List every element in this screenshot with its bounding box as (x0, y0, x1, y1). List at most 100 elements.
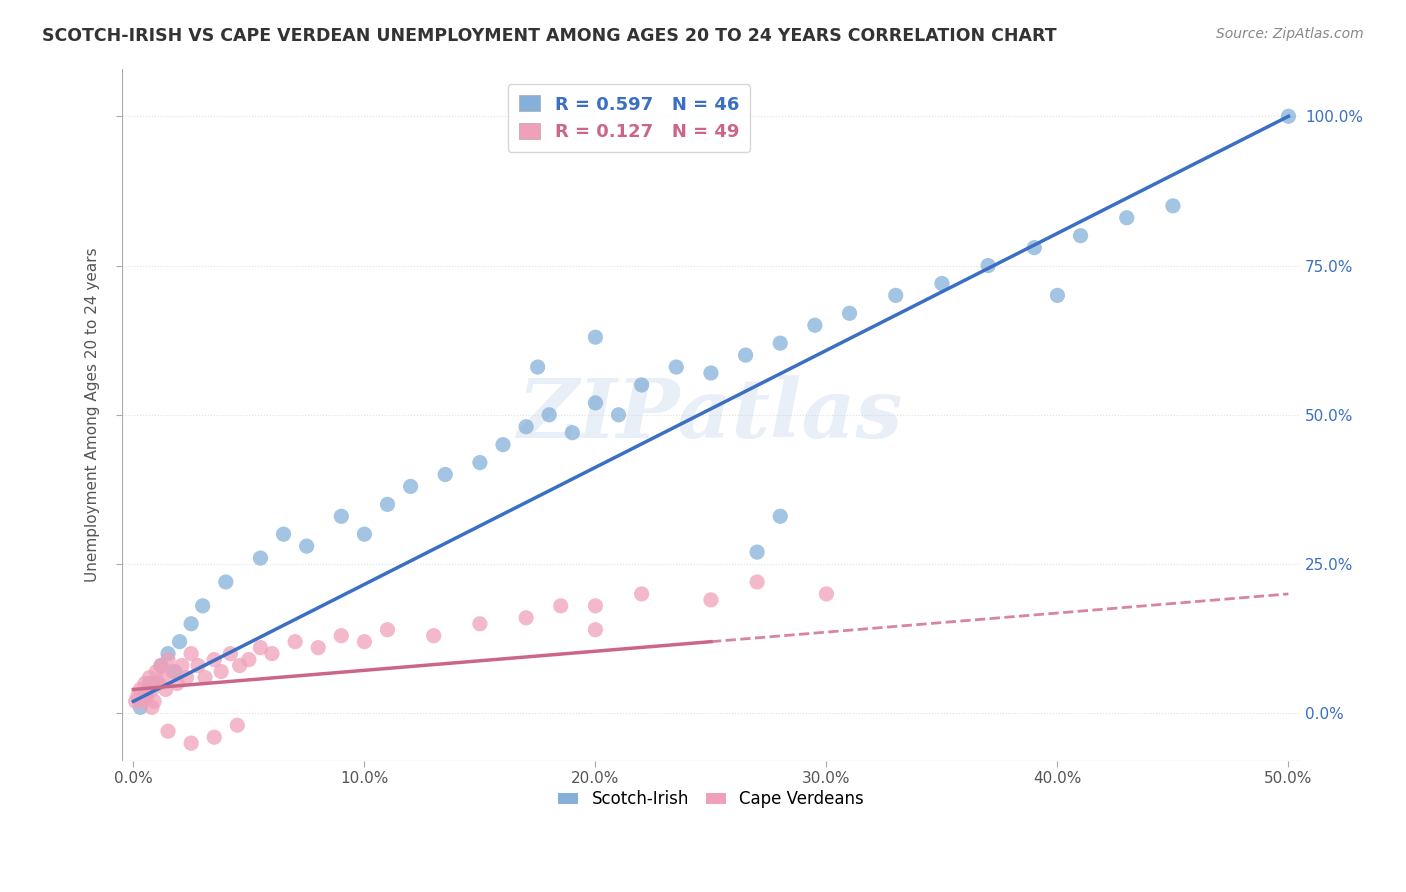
Text: SCOTCH-IRISH VS CAPE VERDEAN UNEMPLOYMENT AMONG AGES 20 TO 24 YEARS CORRELATION : SCOTCH-IRISH VS CAPE VERDEAN UNEMPLOYMEN… (42, 27, 1057, 45)
Point (219, 647, 242, 661)
Point (307, 640, 329, 655)
Text: Source: ZipAtlas.com: Source: ZipAtlas.com (1216, 27, 1364, 41)
Point (1046, 288, 1069, 302)
Point (176, 671, 198, 685)
Point (138, 676, 160, 690)
Point (129, 682, 152, 697)
Point (273, 527, 295, 541)
Point (630, 587, 652, 601)
Point (1024, 241, 1046, 255)
Point (145, 665, 167, 679)
Point (215, 574, 238, 589)
Point (377, 497, 399, 511)
Point (202, 730, 225, 744)
Point (260, 647, 283, 661)
Point (134, 676, 156, 690)
Point (191, 599, 214, 613)
Point (804, 318, 827, 333)
Point (180, 616, 202, 631)
Point (526, 359, 548, 374)
Point (550, 599, 572, 613)
Point (155, 682, 177, 697)
Point (422, 629, 444, 643)
Point (131, 694, 153, 708)
Point (515, 611, 537, 625)
Point (150, 658, 173, 673)
Point (127, 689, 149, 703)
Point (209, 665, 232, 679)
Point (769, 509, 792, 524)
Point (515, 419, 537, 434)
Point (157, 652, 180, 666)
Point (745, 545, 768, 559)
Point (1115, 211, 1137, 225)
Point (125, 694, 148, 708)
Point (249, 551, 271, 566)
Point (583, 623, 606, 637)
Point (170, 658, 193, 673)
Point (180, 647, 202, 661)
Point (169, 634, 191, 648)
Point (353, 634, 375, 648)
Point (538, 408, 561, 422)
Point (630, 378, 652, 392)
Point (399, 479, 422, 493)
Point (1161, 199, 1184, 213)
Point (977, 259, 1000, 273)
Point (163, 665, 186, 679)
Point (152, 671, 174, 685)
Point (745, 574, 768, 589)
Point (141, 682, 163, 697)
Point (194, 671, 217, 685)
Point (148, 676, 170, 690)
Point (377, 623, 399, 637)
Point (157, 647, 180, 661)
Point (330, 509, 353, 524)
Point (815, 587, 838, 601)
Legend: Scotch-Irish, Cape Verdeans: Scotch-Irish, Cape Verdeans (551, 784, 870, 815)
Point (180, 736, 202, 750)
Point (583, 599, 606, 613)
Point (884, 288, 907, 302)
Point (226, 718, 249, 732)
Point (162, 665, 184, 679)
Point (150, 658, 173, 673)
Point (129, 700, 152, 714)
Point (202, 652, 225, 666)
Point (734, 348, 756, 362)
Point (468, 616, 491, 631)
Point (136, 689, 159, 703)
Point (249, 640, 271, 655)
Point (284, 634, 307, 648)
Point (295, 539, 318, 553)
Point (141, 700, 163, 714)
Point (561, 425, 583, 440)
Point (700, 366, 723, 380)
Point (1070, 228, 1092, 243)
Point (434, 467, 457, 482)
Point (353, 527, 375, 541)
Point (330, 629, 353, 643)
Text: ZIPatlas: ZIPatlas (519, 375, 904, 455)
Point (138, 671, 160, 685)
Point (228, 658, 250, 673)
Point (157, 724, 180, 739)
Point (145, 676, 167, 690)
Point (238, 652, 260, 666)
Point (143, 694, 166, 708)
Point (583, 396, 606, 410)
Point (187, 658, 209, 673)
Point (700, 593, 723, 607)
Point (492, 437, 515, 451)
Point (134, 689, 156, 703)
Point (1277, 109, 1299, 123)
Point (583, 330, 606, 344)
Point (468, 456, 491, 470)
Y-axis label: Unemployment Among Ages 20 to 24 years: Unemployment Among Ages 20 to 24 years (86, 247, 100, 582)
Point (838, 306, 860, 320)
Point (607, 408, 630, 422)
Point (665, 359, 688, 374)
Point (931, 277, 953, 291)
Point (769, 336, 792, 351)
Point (166, 676, 188, 690)
